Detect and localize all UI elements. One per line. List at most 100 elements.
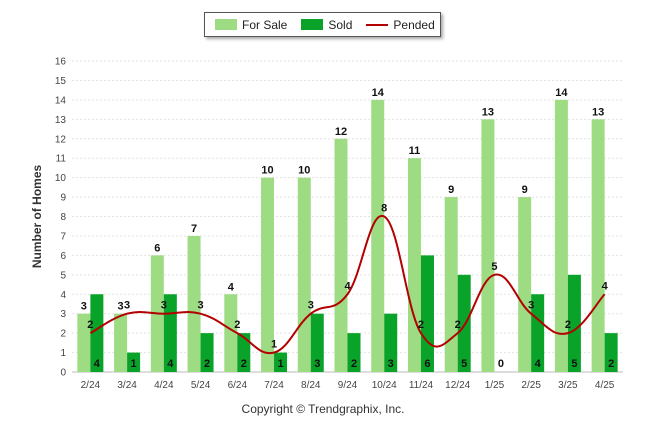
data-label-for-sale: 3 [118,301,124,313]
data-label-for-sale: 14 [372,87,385,99]
data-label-sold: 2 [204,358,210,370]
x-tick-label: 8/24 [301,380,321,391]
data-label-for-sale: 10 [298,165,310,177]
bar-for-sale [407,158,421,372]
bar-sold [274,352,288,372]
bar-for-sale [77,313,91,372]
data-label-pended: 2 [234,319,240,331]
data-label-sold: 5 [461,358,467,370]
bar-for-sale [518,197,532,372]
data-label-sold: 2 [351,358,357,370]
data-label-pended: 3 [161,300,167,312]
x-tick-label: 4/24 [154,380,174,391]
data-label-pended: 1 [271,339,277,351]
bar-for-sale [371,99,385,372]
data-label-pended: 4 [602,280,609,292]
bar-sold [90,294,104,372]
data-label-for-sale: 12 [335,126,347,138]
data-label-for-sale: 9 [448,184,454,196]
bar-sold [237,333,251,372]
legend-swatch-pended [366,23,389,26]
y-tick-label: 10 [55,173,67,184]
x-tick-label: 3/24 [117,380,137,391]
y-tick-label: 2 [60,329,66,340]
legend-label-pended: Pended [393,17,435,32]
y-tick-label: 9 [60,193,66,204]
y-axis-label: Number of Homes [30,165,44,269]
data-label-sold: 5 [571,358,577,370]
data-label-for-sale: 4 [228,281,235,293]
bar-for-sale [224,294,238,372]
data-label-for-sale: 6 [154,242,160,254]
data-label-sold: 4 [167,358,174,370]
bar-sold [127,352,141,372]
x-tick-label: 5/24 [191,380,211,391]
y-tick-label: 16 [55,57,67,68]
bar-for-sale [481,119,495,372]
legend-swatch-for-sale [215,19,237,30]
data-label-pended: 3 [198,300,204,312]
x-tick-label: 2/25 [521,380,541,391]
data-label-sold: 3 [388,358,394,370]
data-label-pended: 4 [344,280,351,292]
bar-sold [531,294,545,372]
bar-for-sale [591,119,605,372]
data-label-sold: 1 [277,358,283,370]
data-label-for-sale: 11 [409,145,421,157]
copyright-text: Copyright © Trendgraphix, Inc. [241,402,405,416]
y-tick-label: 6 [60,251,66,262]
legend: For Sale Sold Pended [204,12,441,37]
data-label-sold: 2 [608,358,614,370]
y-tick-label: 4 [60,290,66,301]
bar-sold [200,333,214,372]
bar-for-sale [334,138,348,372]
legend-swatch-sold [301,19,324,30]
bar-for-sale [187,235,201,372]
data-label-for-sale: 7 [191,223,197,235]
data-label-pended: 2 [565,319,571,331]
data-label-for-sale: 13 [482,106,494,118]
data-label-for-sale: 9 [522,184,528,196]
bar-for-sale [297,177,311,372]
x-tick-label: 11/24 [409,380,434,391]
data-label-pended: 8 [381,203,387,215]
data-label-sold: 6 [424,358,430,370]
data-label-sold: 4 [535,358,542,370]
bar-sold [604,333,618,372]
bar-for-sale [444,197,458,372]
data-label-pended: 3 [124,300,130,312]
y-tick-label: 13 [55,115,67,126]
x-tick-label: 1/25 [485,380,505,391]
y-tick-label: 7 [60,231,66,242]
pended-line [89,215,606,355]
x-tick-label: 12/24 [445,380,470,391]
bar-sold [347,333,361,372]
y-tick-label: 0 [60,368,66,379]
x-tick-label: 2/24 [81,380,101,391]
y-tick-label: 3 [60,309,66,320]
bar-sold [567,274,581,372]
data-label-sold: 4 [94,358,101,370]
data-label-for-sale: 3 [81,301,87,313]
y-tick-label: 15 [55,76,67,87]
legend-label-sold: Sold [328,17,353,32]
data-label-sold: 0 [498,358,504,370]
data-label-for-sale: 10 [261,165,273,177]
bar-for-sale [114,313,128,372]
legend-item-for-sale: For Sale [215,18,287,32]
legend-item-pended: Pended [366,17,435,32]
data-label-pended: 3 [308,300,314,312]
x-tick-label: 3/25 [558,380,578,391]
y-tick-label: 11 [56,154,67,165]
x-tick-label: 6/24 [228,380,248,391]
y-tick-label: 5 [60,270,66,281]
data-label-pended: 3 [528,300,534,312]
bar-sold [310,313,324,372]
data-label-pended: 2 [87,319,93,331]
y-tick-label: 12 [55,134,67,145]
legend-item-sold: Sold [301,18,352,32]
bar-sold [420,255,434,372]
bar-for-sale [554,99,568,372]
x-tick-label: 4/25 [595,380,615,391]
